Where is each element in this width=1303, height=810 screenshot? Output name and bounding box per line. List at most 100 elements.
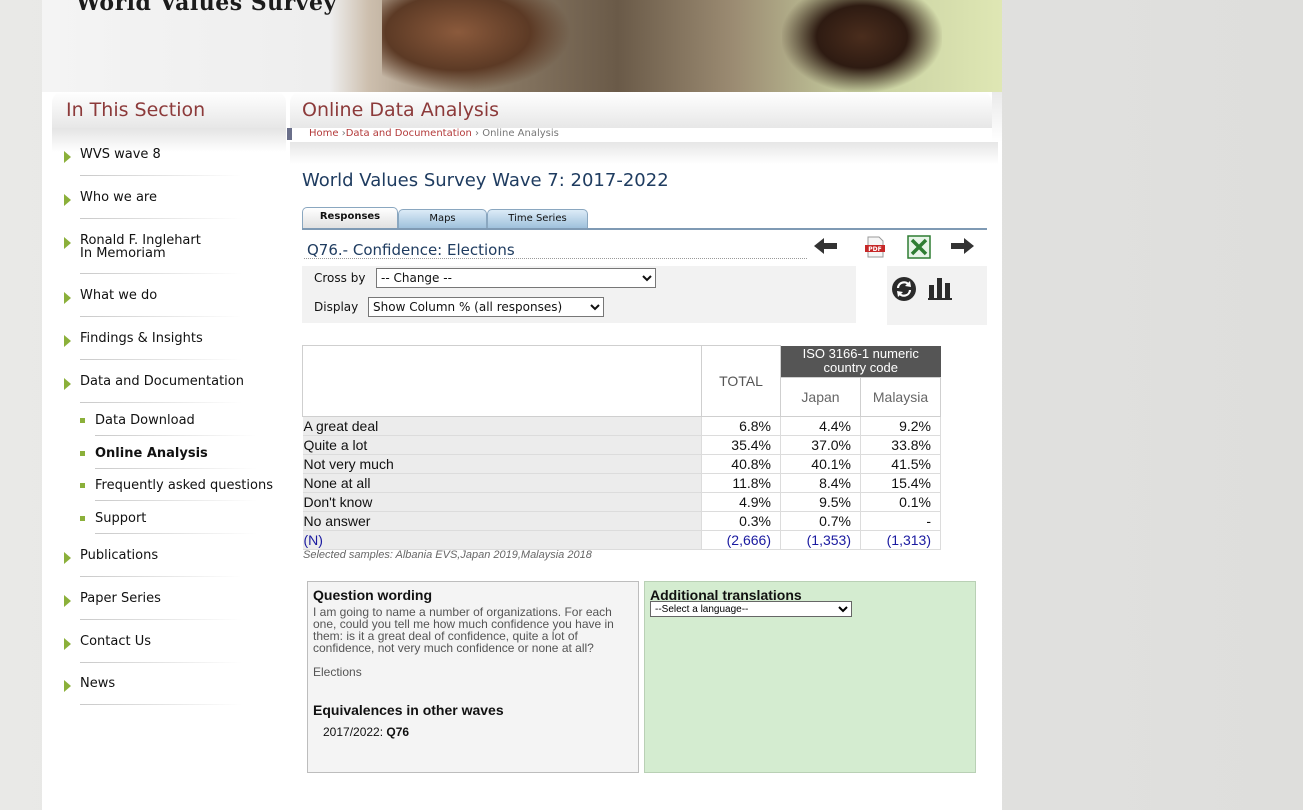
main-heading: Online Data Analysis bbox=[290, 92, 992, 128]
sidebar-item-label[interactable]: News bbox=[80, 676, 116, 691]
divider bbox=[80, 704, 242, 705]
pdf-icon[interactable]: PDF bbox=[864, 236, 886, 258]
sidebar-item-label[interactable]: Who we are bbox=[80, 190, 157, 205]
value-cell: 0.1% bbox=[860, 492, 941, 512]
total-cell: 6.8% bbox=[701, 416, 781, 436]
table-corner-cell bbox=[302, 345, 702, 417]
svg-text:PDF: PDF bbox=[868, 246, 881, 253]
value-cell: 9.2% bbox=[860, 416, 941, 436]
question-wording-heading: Question wording bbox=[313, 587, 432, 603]
excel-icon[interactable] bbox=[907, 235, 931, 259]
row-label: A great deal bbox=[302, 416, 702, 436]
table-header-row: Japan Malaysia bbox=[303, 376, 941, 418]
display-label: Display bbox=[314, 300, 359, 314]
value-cell: 0.7% bbox=[780, 511, 861, 531]
sidebar-item-label[interactable]: Publications bbox=[80, 548, 159, 563]
arrow-right-icon bbox=[64, 638, 71, 650]
arrow-right-icon bbox=[64, 292, 71, 304]
row-label: Don't know bbox=[302, 492, 702, 512]
value-cell: 4.4% bbox=[780, 416, 861, 436]
total-header: TOTAL bbox=[701, 345, 781, 417]
divider bbox=[80, 576, 242, 577]
value-cell: 15.4% bbox=[860, 473, 941, 493]
arrow-right-icon[interactable] bbox=[950, 236, 974, 256]
breadcrumb-data-link[interactable]: Data and Documentation bbox=[345, 128, 472, 139]
divider bbox=[80, 359, 242, 360]
sidebar-item-label[interactable]: Ronald F. Inglehart bbox=[80, 233, 201, 248]
language-select[interactable]: --Select a language-- bbox=[650, 601, 852, 617]
sidebar-subitem-label[interactable]: Online Analysis bbox=[95, 446, 208, 461]
header-banner: World Values Survey bbox=[42, 0, 1002, 92]
total-cell: 35.4% bbox=[701, 435, 781, 455]
breadcrumb: Home ›Data and Documentation › Online An… bbox=[309, 128, 559, 139]
row-label: (N) bbox=[302, 530, 702, 550]
sidebar-item-label[interactable]: Data and Documentation bbox=[80, 374, 244, 389]
equivalence-code[interactable]: Q76 bbox=[386, 725, 410, 739]
selected-samples-note: Selected samples: Albania EVS,Japan 2019… bbox=[303, 549, 592, 561]
breadcrumb-current: Online Analysis bbox=[482, 128, 559, 139]
sidebar-shadow bbox=[52, 128, 286, 152]
arrow-right-icon bbox=[64, 237, 71, 249]
site-title[interactable]: World Values Survey bbox=[76, 0, 337, 16]
equivalences-heading: Equivalences in other waves bbox=[313, 702, 504, 718]
divider bbox=[80, 316, 242, 317]
arrow-left-icon[interactable] bbox=[814, 236, 838, 256]
total-cell: (2,666) bbox=[701, 530, 781, 550]
equivalence-entry: 2017/2022: Q76 bbox=[323, 725, 409, 739]
table-row: Not very much 40.8% 40.1% 41.5% bbox=[302, 454, 941, 474]
sidebar-item-label[interactable]: WVS wave 8 bbox=[80, 147, 161, 162]
display-select[interactable]: Show Column % (all responses) bbox=[368, 297, 604, 317]
value-cell: 33.8% bbox=[860, 435, 941, 455]
question-wording-panel: Question wording I am going to name a nu… bbox=[307, 581, 639, 773]
total-cell: 40.8% bbox=[701, 454, 781, 474]
breadcrumb-separator: › bbox=[471, 128, 483, 139]
value-cell: 40.1% bbox=[780, 454, 861, 474]
total-cell: 0.3% bbox=[701, 511, 781, 531]
bar-chart-icon[interactable] bbox=[928, 276, 952, 300]
sidebar-subitem-label[interactable]: Frequently asked questions bbox=[95, 478, 273, 493]
sidebar-subitem-label[interactable]: Data Download bbox=[95, 413, 195, 428]
sidebar-item-label[interactable]: Contact Us bbox=[80, 634, 151, 649]
breadcrumb-bar: Home ›Data and Documentation › Online An… bbox=[287, 128, 997, 142]
divider bbox=[95, 533, 257, 534]
tab-maps[interactable]: Maps bbox=[398, 209, 487, 228]
arrow-right-icon bbox=[64, 151, 71, 163]
sidebar-heading: In This Section bbox=[52, 92, 286, 128]
sidebar-item-label-line2[interactable]: In Memoriam bbox=[80, 246, 166, 261]
question-title: Q76.- Confidence: Elections bbox=[307, 241, 515, 259]
refresh-icon[interactable] bbox=[891, 276, 917, 302]
square-bullet-icon bbox=[80, 483, 85, 488]
divider bbox=[80, 218, 242, 219]
table-row: No answer 0.3% 0.7% - bbox=[302, 511, 941, 531]
breadcrumb-separator: › bbox=[338, 128, 346, 139]
table-row-n: (N) (2,666) (1,353) (1,313) bbox=[302, 530, 941, 550]
crossby-label: Cross by bbox=[314, 271, 366, 285]
translations-heading: Additional translations bbox=[650, 587, 802, 603]
table-row: A great deal 6.8% 4.4% 9.2% bbox=[302, 416, 941, 436]
divider bbox=[80, 175, 242, 176]
arrow-right-icon bbox=[64, 335, 71, 347]
arrow-right-icon bbox=[64, 194, 71, 206]
arrow-right-icon bbox=[64, 552, 71, 564]
divider bbox=[95, 500, 257, 501]
table-row: None at all 11.8% 8.4% 15.4% bbox=[302, 473, 941, 493]
row-label: Not very much bbox=[302, 454, 702, 474]
row-label: No answer bbox=[302, 511, 702, 531]
square-bullet-icon bbox=[80, 451, 85, 456]
row-label: Quite a lot bbox=[302, 435, 702, 455]
breadcrumb-home-link[interactable]: Home bbox=[309, 128, 339, 139]
crossby-select[interactable]: -- Change -- bbox=[376, 268, 656, 288]
sidebar-item-label[interactable]: Paper Series bbox=[80, 591, 161, 606]
tab-time-series[interactable]: Time Series bbox=[487, 209, 588, 228]
sidebar-subitem-label[interactable]: Support bbox=[95, 511, 147, 526]
survey-title: World Values Survey Wave 7: 2017-2022 bbox=[302, 170, 669, 191]
sidebar-item-label[interactable]: What we do bbox=[80, 288, 158, 303]
divider bbox=[95, 435, 257, 436]
value-cell: 37.0% bbox=[780, 435, 861, 455]
chart-tools-panel bbox=[887, 266, 987, 325]
total-cell: 11.8% bbox=[701, 473, 781, 493]
row-label: None at all bbox=[302, 473, 702, 493]
divider bbox=[80, 662, 242, 663]
tab-responses[interactable]: Responses bbox=[302, 207, 398, 228]
sidebar-item-label[interactable]: Findings & Insights bbox=[80, 331, 203, 346]
